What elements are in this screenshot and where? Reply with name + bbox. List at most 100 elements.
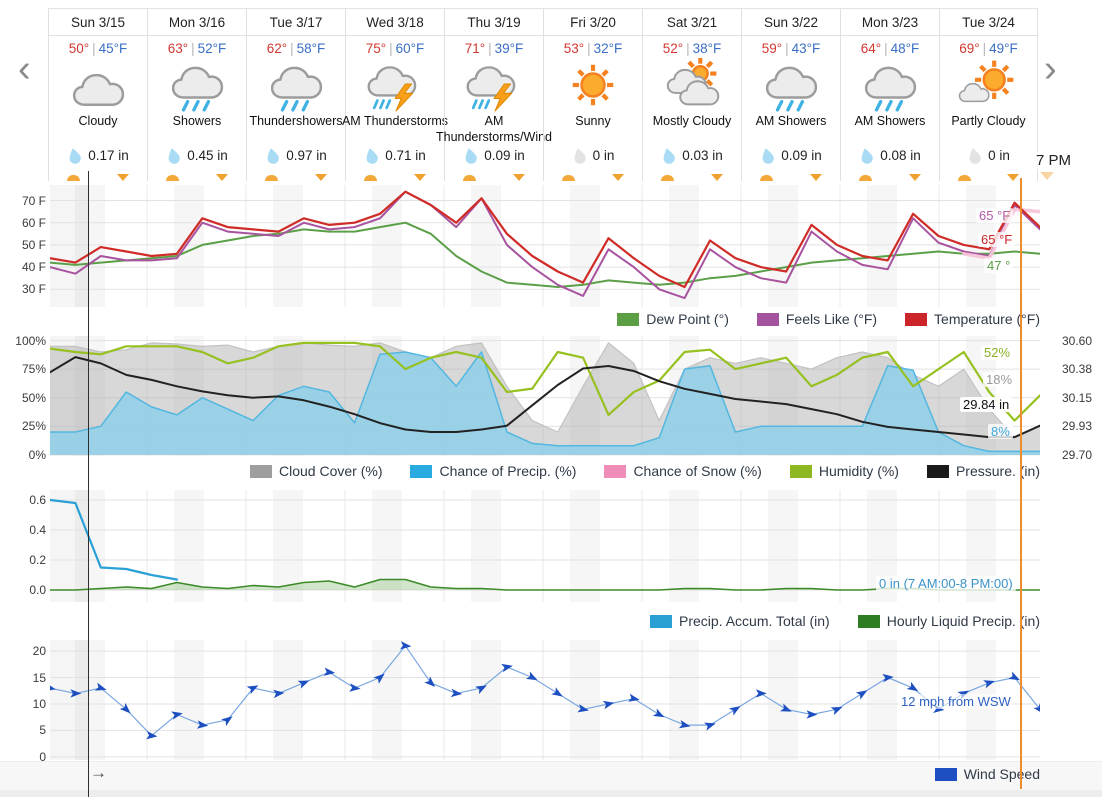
hover-caret-icon	[1040, 172, 1054, 180]
precip-value: 0.97 in	[286, 147, 327, 163]
bottom-edge	[0, 790, 1102, 797]
low-temp: 49°F	[989, 41, 1018, 56]
condition-text: AM Showers	[755, 114, 827, 128]
precip-value: 0.09 in	[781, 147, 822, 163]
condition-text: Thundershowers	[249, 114, 343, 128]
legend-item[interactable]: Dew Point (°)	[617, 311, 729, 327]
day-high-low: 52° | 38°F	[663, 41, 722, 56]
condition-text: Mostly Cloudy	[652, 114, 732, 128]
y2-axis-tick: 30.38	[1062, 361, 1093, 376]
precip-value: 0.45 in	[187, 147, 228, 163]
forecast-day-column[interactable]: Wed 3/18 75° | 60°F AM Thunderstorms 0.71 …	[342, 9, 448, 181]
showers-icon	[264, 58, 328, 112]
condition-text: AM Showers	[854, 114, 926, 128]
sunrise-icon	[661, 175, 675, 181]
hover-time-label: 7 PM	[1033, 152, 1075, 169]
precip-chance-value-label: 8%	[988, 424, 1013, 439]
forecast-day-column[interactable]: Sun 3/22 59° | 43°F AM Showers 0.09 in	[741, 9, 840, 181]
legend-item[interactable]: Hourly Liquid Precip. (in)	[857, 613, 1040, 629]
legend-item[interactable]: Chance of Snow (%)	[604, 463, 762, 479]
legend-item[interactable]: Feels Like (°F)	[756, 311, 878, 327]
temp-separator: |	[290, 41, 294, 56]
humidity-pressure-chart[interactable]: 100% 75% 50% 25% 0% 30.60 30.38 30.15 29.93 29.7…	[15, 334, 1092, 462]
low-temp: 32°F	[593, 41, 623, 56]
day-high-low: 64° | 48°F	[861, 41, 920, 56]
precip-amount: 0.08 in	[859, 146, 921, 164]
legend-item[interactable]: Pressure. (in)	[926, 463, 1040, 479]
day-date: Tue 3/17	[247, 9, 345, 36]
sunset-icon	[512, 174, 525, 181]
legend-label: Cloud Cover (%)	[279, 463, 383, 479]
sunset-icon	[116, 174, 129, 181]
y-axis-tick: 0	[39, 749, 46, 764]
legend-item[interactable]: Temperature (°F)	[905, 311, 1040, 327]
forecast-day-column[interactable]: Mon 3/23 64° | 48°F AM Showers 0.08 in	[840, 9, 939, 181]
legend-item[interactable]: Precip. Accum. Total (in)	[650, 613, 830, 629]
sunrise-icon	[166, 175, 180, 181]
legend-swatch-icon	[250, 464, 272, 478]
day-date: Thu 3/19	[445, 9, 543, 36]
y2-axis-tick: 29.70	[1062, 447, 1093, 462]
wind-chart[interactable]: 20 15 10 5 0	[33, 640, 1040, 764]
legend-item[interactable]: Cloud Cover (%)	[250, 463, 382, 479]
legend-label: Humidity (%)	[818, 463, 899, 479]
forecast-day-column[interactable]: Mon 3/16 63° | 52°F Showers 0.45 in	[147, 9, 246, 181]
now-cursor-line[interactable]	[88, 171, 89, 797]
legend-item[interactable]: Chance of Precip. (%)	[410, 463, 576, 479]
low-temp: 58°F	[296, 41, 326, 56]
y-axis-tick: 75%	[21, 362, 46, 377]
legend-item[interactable]: Wind Speed	[934, 766, 1040, 782]
forecast-day-column[interactable]: Tue 3/24 69° | 49°F Partly Cloudy 0 in	[939, 9, 1038, 181]
precip-range-note: 0 in (7 AM:00-8 PM:00)	[876, 576, 1016, 591]
y-axis-tick: 60 F	[21, 215, 46, 230]
day-date: Tue 3/24	[940, 9, 1037, 36]
sun-markers	[544, 168, 642, 181]
temperature-chart[interactable]: 70 F 60 F 50 F 40 F 30 F	[22, 185, 1040, 307]
high-temp: 52°	[662, 41, 684, 56]
legend-label: Chance of Precip. (%)	[439, 463, 577, 479]
precip-amount: 0.71 in	[364, 146, 426, 164]
condition-text: Partly Cloudy	[951, 114, 1026, 128]
sun-markers	[247, 168, 345, 181]
legend-swatch-icon	[410, 464, 433, 478]
legend-item[interactable]: Humidity (%)	[789, 463, 899, 479]
hover-cursor-line[interactable]	[1020, 178, 1022, 789]
day-high-low: 62° | 58°F	[267, 41, 326, 56]
wind-legend: Wind Speed	[934, 766, 1040, 782]
droplet-icon	[859, 147, 874, 164]
sunrise-icon	[562, 175, 576, 181]
scroll-right-chevron-icon[interactable]: ›	[1044, 48, 1057, 90]
forecast-day-column[interactable]: Sat 3/21 52° | 38°F Mostly Cloudy 0.03 in	[642, 9, 741, 181]
scroll-left-chevron-icon[interactable]: ‹	[18, 48, 31, 90]
y-axis-tick: 0.4	[29, 523, 46, 538]
y2-axis-tick: 30.15	[1062, 390, 1093, 405]
high-temp: 62°	[266, 41, 288, 56]
showers-icon	[858, 58, 922, 112]
sunset-icon	[215, 174, 228, 181]
forecast-day-column[interactable]: Fri 3/20 53° | 32°F Sunny 0 in	[543, 9, 642, 181]
day-high-low: 63° | 52°F	[168, 41, 227, 56]
droplet-icon	[463, 147, 478, 165]
forecast-day-column[interactable]: Tue 3/17 62° | 58°F Thundershowers 0.97 in	[246, 9, 345, 181]
precipitation-chart[interactable]: 0.6 0.4 0.2 0.0	[29, 490, 1040, 602]
sunset-icon	[710, 174, 723, 181]
high-temp: 50°	[68, 41, 90, 56]
forecast-day-column[interactable]: Sun 3/15 50° | 45°F Cloudy 0.17 in	[48, 9, 147, 181]
temp-separator: |	[982, 41, 987, 56]
day-date: Mon 3/23	[841, 9, 939, 36]
forecast-day-strip: Sun 3/15 50° | 45°F Cloudy 0.17 in Mon 3/1…	[48, 8, 1038, 181]
day-high-low: 71° | 39°F	[465, 41, 524, 56]
low-temp: 48°F	[890, 41, 920, 56]
forecast-day-column[interactable]: Thu 3/19 71° | 39°F AM Thunderstorms/Wind …	[436, 9, 552, 181]
scroll-right-arrow[interactable]: →	[90, 763, 107, 782]
thunderstorm-icon	[462, 58, 526, 112]
y-axis-tick: 0.2	[29, 553, 46, 568]
sunrise-icon	[463, 175, 477, 181]
legend-swatch-icon	[905, 312, 928, 326]
legend-label: Feels Like (°F)	[785, 311, 878, 327]
precip-value: 0.71 in	[385, 147, 426, 163]
sun-markers	[940, 168, 1037, 181]
temp-separator: |	[884, 41, 888, 56]
precip-value: 0 in	[988, 147, 1010, 163]
